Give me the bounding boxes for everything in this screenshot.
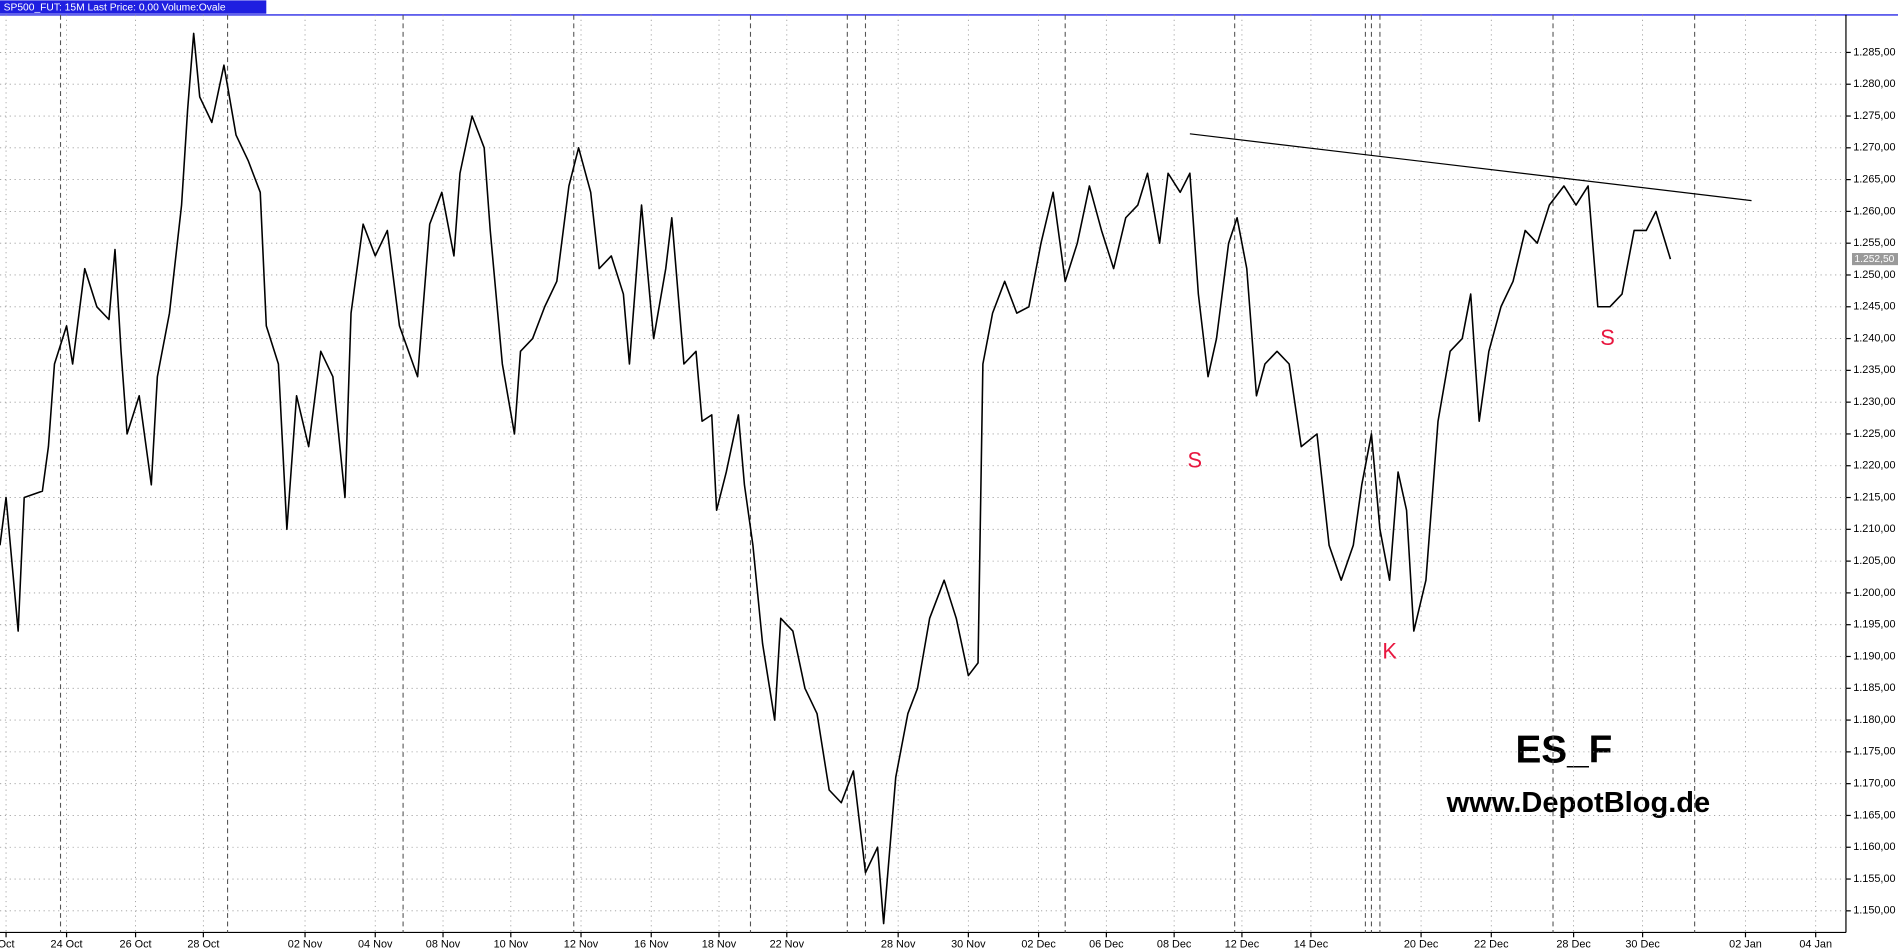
x-tick-label: 02 Dec <box>1021 938 1056 950</box>
x-tick-label: 30 Dec <box>1625 938 1660 950</box>
x-tick-label: 02 Jan <box>1729 938 1762 950</box>
y-tick-label: 1.150,00 <box>1853 905 1895 917</box>
y-tick-label: 1.270,00 <box>1853 142 1895 154</box>
x-tick-label: 16 Nov <box>634 938 669 950</box>
x-tick-label: 04 Nov <box>358 938 393 950</box>
last-price-label: 1.252,50 <box>1854 254 1894 265</box>
y-tick-label: 1.175,00 <box>1853 746 1895 758</box>
x-tick-label: 30 Nov <box>951 938 986 950</box>
x-tick-label: 12 Nov <box>564 938 599 950</box>
y-tick-label: 1.210,00 <box>1853 523 1895 535</box>
pattern-label: S <box>1187 447 1202 472</box>
x-tick-label: 06 Dec <box>1089 938 1124 950</box>
x-tick-label: 28 Nov <box>881 938 916 950</box>
watermark: www.DepotBlog.de <box>1446 787 1711 819</box>
y-tick-label: 1.280,00 <box>1853 78 1895 90</box>
y-tick-label: 1.205,00 <box>1853 555 1895 567</box>
y-tick-label: 1.240,00 <box>1853 332 1895 344</box>
x-tick-label: 22 Dec <box>1474 938 1509 950</box>
x-tick-label: 14 Dec <box>1294 938 1329 950</box>
y-tick-label: 1.215,00 <box>1853 491 1895 503</box>
x-tick-label: 08 Nov <box>426 938 461 950</box>
x-tick-label: 20 Dec <box>1404 938 1439 950</box>
y-tick-label: 1.260,00 <box>1853 205 1895 217</box>
x-tick-label: 10 Nov <box>494 938 529 950</box>
x-tick-label: 02 Nov <box>288 938 323 950</box>
y-tick-label: 1.220,00 <box>1853 460 1895 472</box>
y-tick-label: 1.180,00 <box>1853 714 1895 726</box>
y-tick-label: 1.275,00 <box>1853 110 1895 122</box>
y-tick-label: 1.200,00 <box>1853 587 1895 599</box>
y-tick-label: 1.230,00 <box>1853 396 1895 408</box>
trendline <box>1189 133 1752 202</box>
x-tick-label: 18 Nov <box>702 938 737 950</box>
last-price-box <box>1852 253 1898 266</box>
y-tick-label: 1.160,00 <box>1853 841 1895 853</box>
y-tick-label: 1.195,00 <box>1853 619 1895 631</box>
x-tick-label: Oct <box>0 938 15 950</box>
x-tick-label: 28 Dec <box>1556 938 1591 950</box>
header: SP500_FUT: 15M Last Price: 0,00 Volume:O… <box>4 2 226 13</box>
header-box <box>0 0 267 14</box>
y-tick-label: 1.170,00 <box>1853 778 1895 790</box>
x-tick-label: 12 Dec <box>1225 938 1260 950</box>
x-tick-label: 26 Oct <box>120 938 152 950</box>
pattern-label: K <box>1382 639 1397 664</box>
x-tick-label: 04 Jan <box>1799 938 1832 950</box>
y-tick-label: 1.265,00 <box>1853 173 1895 185</box>
y-tick-label: 1.245,00 <box>1853 301 1895 313</box>
y-tick-label: 1.155,00 <box>1853 873 1895 885</box>
y-tick-label: 1.235,00 <box>1853 364 1895 376</box>
y-tick-label: 1.285,00 <box>1853 46 1895 58</box>
y-tick-label: 1.255,00 <box>1853 237 1895 249</box>
symbol-title: ES_F <box>1515 728 1612 771</box>
x-tick-label: 22 Nov <box>770 938 805 950</box>
y-tick-label: 1.185,00 <box>1853 682 1895 694</box>
pattern-label: S <box>1600 325 1615 350</box>
price-line <box>0 32 1672 925</box>
x-tick-label: 08 Dec <box>1157 938 1192 950</box>
x-tick-label: 28 Oct <box>187 938 219 950</box>
x-tick-label: 24 Oct <box>51 938 83 950</box>
y-tick-label: 1.165,00 <box>1853 809 1895 821</box>
y-tick-label: 1.225,00 <box>1853 428 1895 440</box>
y-tick-label: 1.190,00 <box>1853 650 1895 662</box>
y-tick-label: 1.250,00 <box>1853 269 1895 281</box>
